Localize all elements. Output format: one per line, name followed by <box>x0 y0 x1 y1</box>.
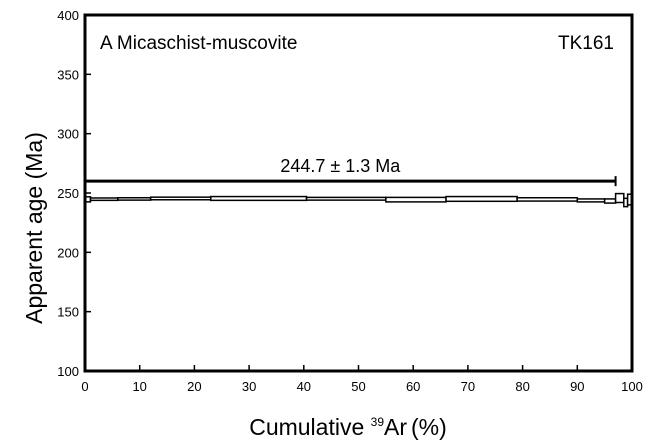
plot-frame <box>83 13 634 373</box>
x-axis-label-symbol: Ar <box>384 414 407 440</box>
y-tick-label: 150 <box>57 305 79 320</box>
x-axis-label-prefix: Cumulative <box>249 414 370 440</box>
step-box <box>603 198 617 204</box>
x-tick-label: 90 <box>570 379 584 394</box>
y-axis-label: Apparent age (Ma) <box>21 132 47 324</box>
x-tick-label: 10 <box>132 379 146 394</box>
step-boxes-group <box>84 192 633 208</box>
x-axis-label-superscript: 39 <box>371 415 385 429</box>
y-tick-label: 300 <box>57 127 79 142</box>
sample-type-annotation: A Micaschist-muscovite <box>100 33 297 54</box>
y-tick-label: 200 <box>57 245 79 260</box>
x-tick-label: 80 <box>515 379 529 394</box>
step-box <box>516 196 579 202</box>
sample-id-annotation: TK161 <box>558 33 614 54</box>
x-tick-label: 70 <box>461 379 475 394</box>
step-box <box>445 195 518 203</box>
x-tick-label: 20 <box>187 379 201 394</box>
step-box <box>89 197 119 202</box>
y-tick-label: 400 <box>57 8 79 23</box>
x-tick-label: 100 <box>621 379 643 394</box>
plateau-group: 244.7 ± 1.3 Ma <box>84 156 617 187</box>
axis-ticks-group <box>84 14 633 372</box>
step-box <box>210 195 308 202</box>
x-axis-label-unit: (%) <box>411 414 447 440</box>
step-box <box>385 196 447 203</box>
x-tick-label: 30 <box>242 379 256 394</box>
y-tick-label: 250 <box>57 186 79 201</box>
x-axis-label: Cumulative 39Ar (%) <box>249 414 447 440</box>
x-tick-label: 50 <box>351 379 365 394</box>
plateau-age-label: 244.7 ± 1.3 Ma <box>280 156 401 176</box>
y-tick-label: 100 <box>57 364 79 379</box>
step-box <box>614 192 625 204</box>
y-tick-labels: 100 150 200 250 300 350 400 <box>57 8 79 379</box>
x-tick-label: 40 <box>297 379 311 394</box>
x-tick-label: 60 <box>406 379 420 394</box>
y-tick-label: 350 <box>57 67 79 82</box>
x-tick-label: 0 <box>81 379 88 394</box>
step-box <box>117 196 152 201</box>
step-box <box>149 196 212 201</box>
x-tick-labels: 0 10 20 30 40 50 60 70 80 90 100 <box>81 379 642 394</box>
step-box <box>576 198 606 203</box>
step-box <box>305 196 387 201</box>
